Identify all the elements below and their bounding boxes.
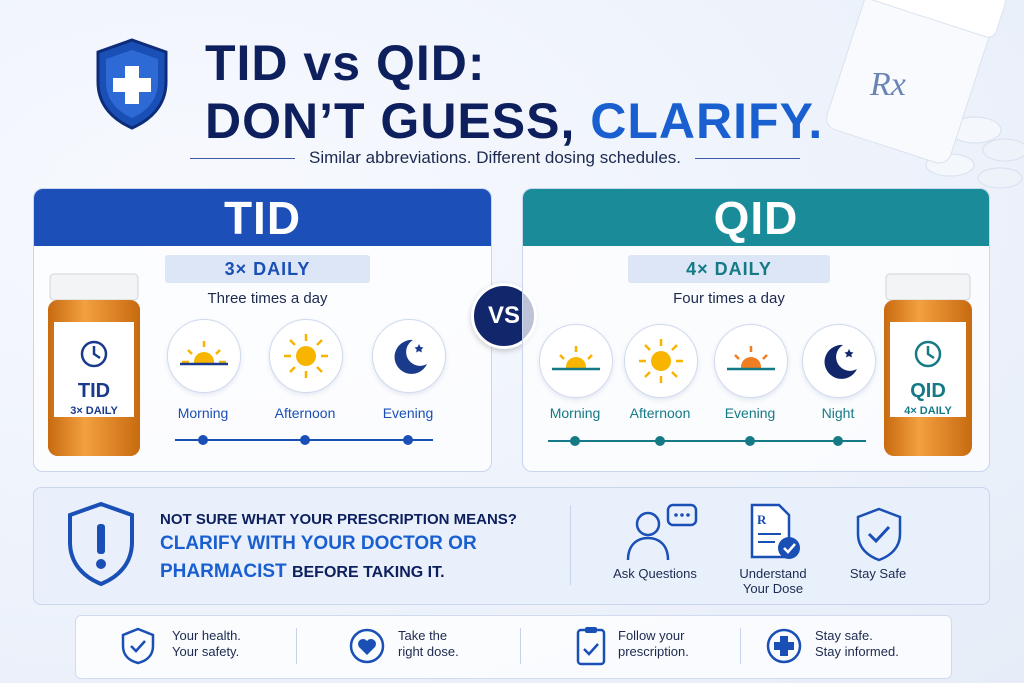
footer-line: Follow your: [618, 628, 685, 643]
warning-shield: [68, 501, 134, 587]
icon-night: [802, 324, 876, 398]
qid-bottle: [884, 273, 972, 456]
title-highlight: CLARIFY.: [590, 93, 824, 149]
qid-frequency: 4× DAILY: [628, 255, 830, 283]
icon-ask: [626, 503, 698, 561]
notice-highlight: PHARMACIST: [160, 561, 287, 582]
timeline-dot: [833, 436, 843, 446]
rule: [190, 157, 295, 159]
tid-frequency: 3× DAILY: [165, 255, 370, 283]
icon-afternoon: [624, 324, 698, 398]
title-text: DON’T GUESS,: [205, 93, 576, 149]
qid-bottle-sub: 4× DAILY: [904, 405, 952, 417]
footer-line: Stay informed.: [815, 644, 899, 659]
time-label: Morning: [177, 405, 229, 421]
notice-line: CLARIFY WITH YOUR DOCTOR OR: [160, 533, 477, 555]
timeline-dot: [198, 435, 208, 445]
footer-line: Take the: [398, 628, 448, 643]
icon-morning: [167, 319, 241, 393]
notice-line: PHARMACIST BEFORE TAKING IT.: [160, 561, 445, 583]
time-label: Morning: [549, 405, 601, 421]
divider: [740, 628, 741, 664]
divider: [570, 505, 571, 585]
icon-afternoon: [269, 319, 343, 393]
time-label: Afternoon: [629, 405, 691, 421]
rx-text: Rx: [869, 66, 906, 103]
notice-box: [33, 487, 990, 605]
action-label: Stay Safe: [849, 566, 907, 581]
divider: [520, 628, 521, 664]
notice-rest: BEFORE TAKING IT.: [291, 564, 445, 581]
footer-line: right dose.: [398, 644, 459, 659]
rule: [695, 157, 800, 159]
action-label: Ask Questions: [613, 566, 697, 581]
time-label: Evening: [382, 405, 434, 421]
divider: [296, 628, 297, 664]
qid-header: QID: [523, 189, 989, 246]
footer-line: prescription.: [618, 644, 689, 659]
icon-safe: [856, 507, 902, 562]
qid-bottle-label: QID: [910, 380, 946, 402]
tid-bottle-sub: 3× DAILY: [70, 405, 118, 417]
time-label: Afternoon: [274, 405, 336, 421]
time-label: Evening: [724, 405, 776, 421]
footer-line: Your safety.: [172, 644, 240, 659]
timeline-dot: [403, 435, 413, 445]
timeline-dot: [300, 435, 310, 445]
title-line2: DON’T GUESS, CLARIFY.: [205, 92, 823, 150]
notice-question: NOT SURE WHAT YOUR PRESCRIPTION MEANS?: [160, 511, 517, 528]
footer-icon: [766, 628, 802, 664]
shield-logo: [96, 38, 168, 130]
svg-text:R: R: [757, 512, 767, 527]
footer-icon: [121, 627, 155, 665]
subtitle: Similar abbreviations. Different dosing …: [309, 148, 681, 167]
timeline-dot: [655, 436, 665, 446]
tid-description: Three times a day: [207, 290, 328, 307]
tid-bottle: [48, 273, 140, 456]
subtitle-row: Similar abbreviations. Different dosing …: [190, 148, 800, 168]
rx-bottle-decor: Rx: [826, 0, 1024, 189]
icon-evening: [372, 319, 446, 393]
tid-header: TID: [34, 189, 491, 246]
footer-line: Stay safe.: [815, 628, 873, 643]
footer-text: Stay safe. Stay informed.: [815, 628, 899, 660]
footer-line: Your health.: [172, 628, 241, 643]
timeline: [548, 440, 866, 442]
qid-description: Four times a day: [673, 290, 785, 307]
footer-icon: [349, 628, 385, 664]
timeline-dot: [570, 436, 580, 446]
icon-understand: R: [750, 503, 800, 559]
footer-icon: [576, 627, 606, 666]
tid-bottle-label: TID: [77, 380, 111, 402]
footer-bar: [75, 615, 952, 679]
icon-morning: [539, 324, 613, 398]
time-label: Night: [821, 405, 855, 421]
action-label: Understand Your Dose: [739, 566, 807, 596]
title-line1: TID vs QID:: [205, 35, 486, 91]
footer-text: Take the right dose.: [398, 628, 459, 660]
timeline-dot: [745, 436, 755, 446]
icon-evening: [714, 324, 788, 398]
footer-text: Follow your prescription.: [618, 628, 689, 660]
footer-text: Your health. Your safety.: [172, 628, 241, 660]
notice-highlight: CLARIFY WITH YOUR DOCTOR OR: [160, 533, 477, 554]
